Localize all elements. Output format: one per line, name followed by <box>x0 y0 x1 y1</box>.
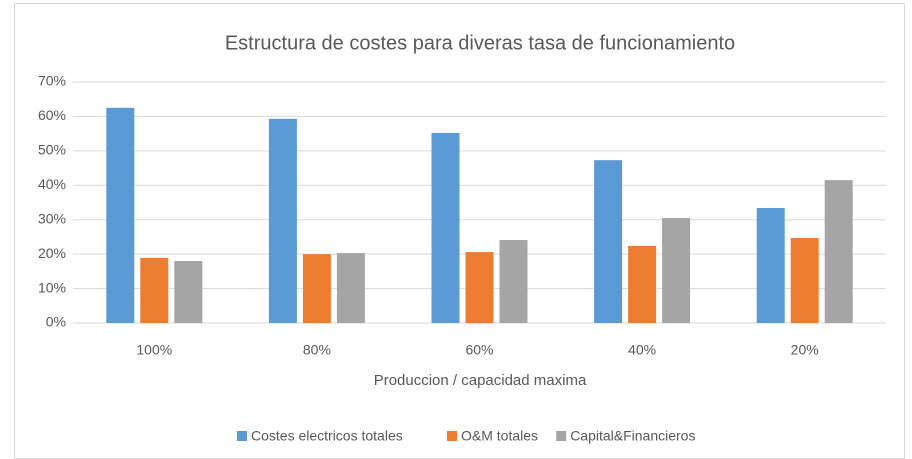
bar <box>465 252 494 323</box>
y-tick-label: 0% <box>46 314 66 330</box>
bar <box>302 254 331 323</box>
legend-label: Capital&Financieros <box>570 428 695 444</box>
bar <box>499 240 528 323</box>
x-tick-label: 100% <box>136 342 172 358</box>
chart-title: Estructura de costes para diveras tasa d… <box>225 32 735 54</box>
y-tick-label: 60% <box>38 107 66 123</box>
y-tick-label: 40% <box>38 176 66 192</box>
y-tick-label: 50% <box>38 142 66 158</box>
legend-label: O&M totales <box>461 428 538 444</box>
bar <box>268 118 297 324</box>
x-tick-label: 40% <box>628 342 656 358</box>
y-tick-label: 10% <box>38 279 66 295</box>
bar <box>174 261 203 323</box>
legend-swatch <box>447 431 457 441</box>
bar <box>106 107 135 323</box>
bar <box>336 253 365 323</box>
bar <box>662 217 691 323</box>
x-tick-label: 80% <box>303 342 331 358</box>
bar <box>594 160 623 323</box>
bar <box>431 132 460 323</box>
x-tick-label: 60% <box>465 342 493 358</box>
bar <box>628 245 657 323</box>
y-tick-label: 30% <box>38 210 66 226</box>
legend-swatch <box>556 431 567 441</box>
x-tick-label: 20% <box>791 342 819 358</box>
bar <box>824 180 853 323</box>
bar <box>140 257 169 323</box>
legend-swatch <box>237 431 247 441</box>
y-tick-label: 70% <box>38 73 66 89</box>
bar <box>756 208 785 323</box>
bar <box>790 237 819 323</box>
y-tick-label: 20% <box>38 245 66 261</box>
legend-label: Costes electricos totales <box>251 428 403 444</box>
x-axis-title: Produccion / capacidad maxima <box>374 372 587 389</box>
